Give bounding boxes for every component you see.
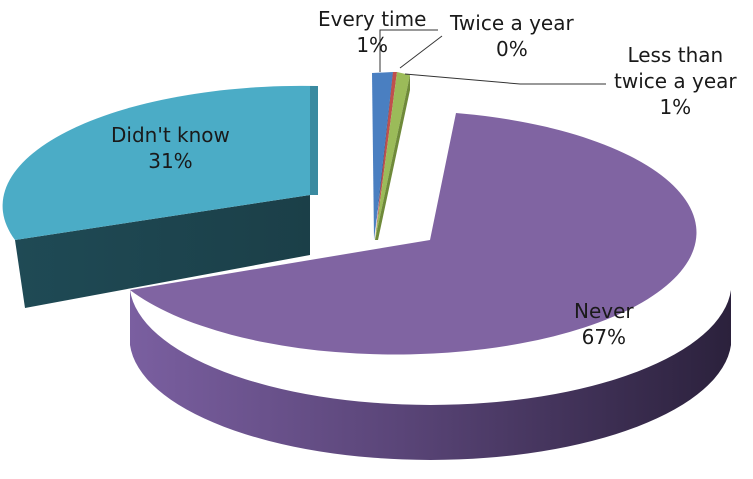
label-never: Never 67% [574,298,634,350]
label-didnt-know-name: Didn't know [111,123,230,147]
label-twice-a-year-value: 0% [495,37,528,61]
label-twice-a-year: Twice a year 0% [450,10,574,62]
label-every-time: Every time 1% [318,6,426,58]
label-didnt-know-value: 31% [148,149,193,173]
slice-less-than-twice-side [375,75,410,240]
leader-line-less-than-twice [404,73,606,85]
label-less-than-twice-name-1: Less than [627,43,724,67]
slice-every-time [372,72,393,240]
label-less-than-twice: Less than twice a year 1% [614,42,737,120]
label-less-than-twice-name-2: twice a year [614,69,737,93]
slice-didnt-know-edge [310,86,318,195]
label-less-than-twice-value: 1% [659,95,692,119]
label-didnt-know: Didn't know 31% [111,122,230,174]
slice-never [130,113,697,355]
slice-didnt-know-side [15,195,310,308]
slice-didnt-know [2,85,318,241]
label-never-value: 67% [581,325,627,349]
label-every-time-name: Every time [318,7,427,31]
label-twice-a-year-name: Twice a year [450,11,574,35]
leader-line-twice-a-year [399,35,443,69]
slice-never-side [130,290,731,460]
slice-less-than-twice [375,72,410,240]
label-every-time-value: 1% [356,33,389,57]
leader-line-every-time [379,29,438,72]
label-never-name: Never [574,299,634,323]
